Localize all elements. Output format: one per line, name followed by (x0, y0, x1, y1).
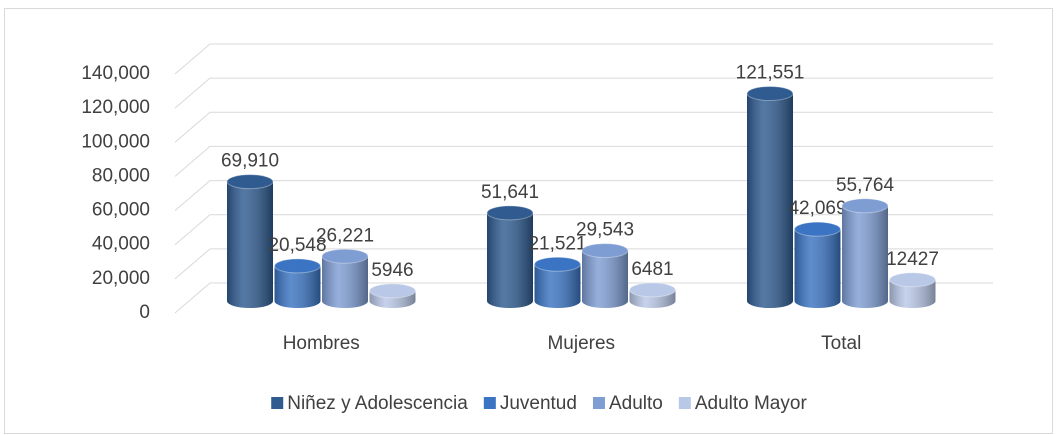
data-label: 6481 (631, 259, 673, 280)
legend-label: Niñez y Adolescencia (287, 393, 468, 414)
legend-label: Juventud (500, 393, 577, 414)
data-label: 55,764 (836, 175, 895, 196)
data-label: 69,910 (221, 151, 279, 172)
y-tick-label: 120,000 (81, 97, 150, 118)
legend-swatch (483, 397, 496, 409)
bar-part (582, 250, 628, 308)
bar-part (487, 212, 533, 308)
y-tick-label: 0 (139, 302, 150, 323)
bar (534, 256, 581, 309)
data-label: 12427 (886, 249, 939, 270)
bar (486, 205, 534, 308)
grid-line (174, 180, 993, 211)
y-tick-label: 40,000 (92, 234, 150, 255)
bar-part (889, 272, 936, 288)
y-tick-label: 60,000 (92, 200, 150, 221)
bar-part (794, 229, 841, 309)
bar-part (841, 198, 889, 214)
bar-part (534, 264, 581, 309)
y-tick-label: 80,000 (92, 165, 150, 186)
bar-part (322, 256, 368, 308)
legend-label: Adulto (609, 393, 663, 414)
data-label: 21,521 (528, 233, 586, 254)
bar (841, 198, 889, 308)
data-label: 42,069 (788, 198, 846, 219)
bar (629, 282, 676, 309)
bar-part (842, 205, 888, 308)
grid-line (174, 145, 993, 177)
bar-part (227, 181, 273, 308)
grid-line (174, 111, 993, 143)
data-label: 5946 (371, 260, 413, 281)
bar (369, 283, 416, 309)
x-tick-label: Total (821, 333, 861, 354)
bar-part (629, 282, 676, 298)
y-tick-label: 20,000 (92, 268, 150, 289)
bar (226, 174, 274, 308)
legend-swatch (678, 397, 691, 409)
bar-part (274, 258, 321, 274)
bar-part (534, 256, 581, 272)
bar (274, 258, 321, 309)
bar-part (486, 205, 534, 221)
grid-line (174, 248, 993, 280)
grid-line (174, 43, 993, 75)
legend-swatch (592, 397, 605, 409)
bar-part (274, 265, 321, 309)
data-label: 121,551 (736, 63, 805, 84)
data-label: 51,641 (481, 182, 539, 203)
bar-part (226, 174, 274, 190)
bar-part (794, 221, 841, 237)
bar (746, 85, 794, 308)
bar-part (581, 243, 629, 259)
legend-label: Adulto Mayor (695, 393, 808, 414)
bar (581, 243, 629, 308)
bar-part (889, 279, 936, 309)
bar (794, 221, 841, 309)
x-tick-label: Hombres (283, 333, 360, 354)
bar (321, 248, 369, 308)
data-label: 26,221 (316, 225, 374, 246)
bar-part (321, 248, 369, 264)
legend-swatch (271, 397, 284, 409)
grid-line (174, 77, 993, 109)
bar-part (747, 93, 793, 308)
y-tick-label: 100,000 (81, 131, 150, 152)
data-label: 20,548 (268, 235, 326, 256)
data-label: 29,543 (576, 220, 634, 241)
y-tick-label: 140,000 (81, 63, 150, 84)
bar (889, 272, 936, 309)
bar-part (746, 85, 794, 101)
x-tick-label: Mujeres (547, 333, 615, 354)
grid-line (174, 282, 993, 314)
bar-part (369, 283, 416, 299)
grid-line (174, 214, 993, 246)
